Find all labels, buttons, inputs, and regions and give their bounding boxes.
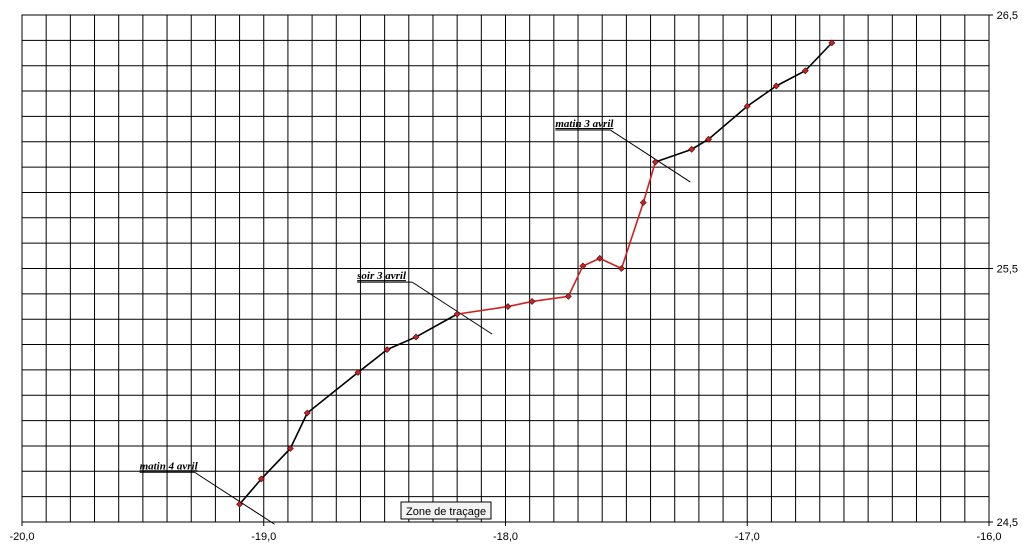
x-tick-label: -18,0: [493, 531, 518, 543]
data-point-marker: [651, 158, 659, 166]
tooltip: Zone de traçage: [400, 501, 492, 520]
annotation-leader: [194, 471, 275, 525]
series-line: [655, 42, 833, 163]
annotation-leader: [411, 281, 493, 335]
data-point-marker: [286, 445, 294, 452]
data-point-marker: [579, 262, 587, 270]
annotation-label: matin 4 avril: [140, 460, 199, 472]
annotation-label: matin 3 avril: [555, 118, 614, 130]
data-point-marker: [828, 39, 836, 47]
data-point-marker: [303, 409, 311, 417]
data-point-marker: [743, 102, 751, 110]
series-group: [238, 42, 833, 505]
data-point-marker: [596, 254, 604, 262]
tooltip-box: [400, 501, 492, 520]
x-tick-label: -17,0: [735, 531, 760, 543]
y-tick-label: 26,5: [997, 10, 1018, 22]
tick-labels: -20,0 -19,0 -18,0 -17,0 -16,0 24,5 25,5 26,5: [9, 10, 1018, 543]
series-line: [238, 313, 458, 505]
data-point-marker: [705, 135, 712, 143]
axes: [21, 14, 993, 526]
data-point-marker: [236, 500, 243, 508]
data-point-marker: [801, 67, 809, 75]
grid: [21, 14, 990, 523]
tooltip-text: Zone de traçage: [406, 506, 486, 518]
x-tick-label: -19,0: [251, 531, 276, 543]
marker-group: [236, 39, 836, 508]
data-point-marker: [618, 265, 625, 272]
data-point-marker: [453, 310, 461, 318]
y-tick-label: 25,5: [997, 264, 1018, 276]
y-tick-label: 24,5: [997, 517, 1018, 529]
data-point-marker: [412, 333, 420, 341]
data-point-marker: [772, 82, 780, 90]
data-point-marker: [383, 346, 391, 354]
data-point-marker: [688, 145, 696, 153]
annotation-labels: matin 3 avril soir 3 avril matin 4 avril: [140, 118, 615, 472]
annotation-leaders: [139, 129, 691, 525]
data-point-marker: [528, 298, 536, 305]
series-line: [457, 161, 657, 315]
annotation-leader: [610, 129, 691, 183]
data-point-marker: [504, 303, 512, 310]
data-point-marker: [564, 292, 572, 300]
x-tick-label: -20,0: [9, 531, 34, 543]
data-point-marker: [639, 199, 647, 207]
data-point-marker: [354, 369, 362, 376]
data-point-marker: [257, 475, 265, 483]
x-tick-label: -16,0: [976, 531, 1001, 543]
annotation-label: soir 3 avril: [356, 270, 407, 282]
